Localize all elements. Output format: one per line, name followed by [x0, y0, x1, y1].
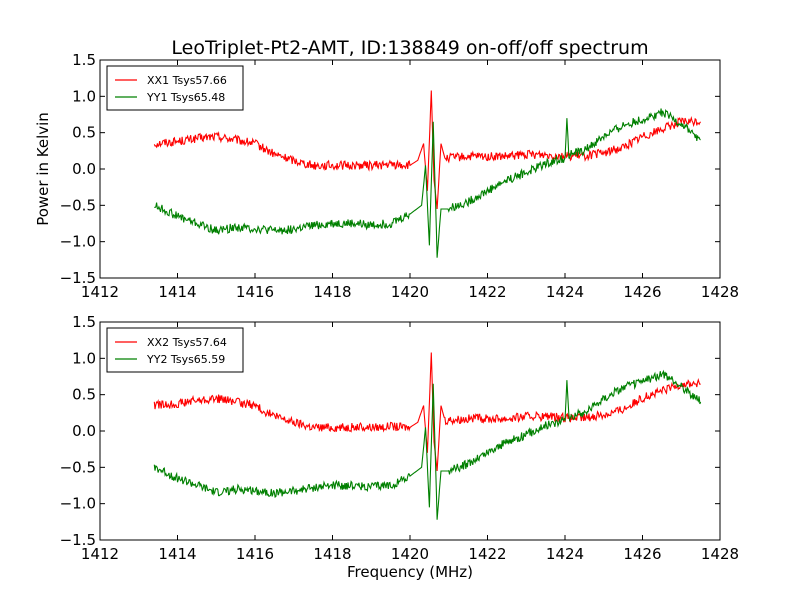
x-tick-label: 1416 [236, 545, 274, 563]
chart-bottom-legend: XX2 Tsys57.64 YY2 Tsys65.59 [106, 327, 244, 373]
x-tick-label: 1426 [623, 283, 661, 301]
chart-top-legend: XX1 Tsys57.66 YY1 Tsys65.48 [106, 65, 244, 111]
x-tick-label: 1416 [236, 283, 274, 301]
series-line [153, 352, 701, 472]
legend-label: XX2 Tsys57.64 [147, 336, 227, 349]
legend-box [106, 65, 244, 111]
chart-top-frame [99, 59, 721, 279]
chart-top-ticks: 1412 1414 1416 1418 1420 1422 1424 1426 1428 1.5 1… [60, 51, 740, 301]
chart-top: 1412 1414 1416 1418 1420 1422 1424 1426 1428 1.5 1… [34, 51, 739, 301]
y-tick-label: 1.0 [72, 87, 96, 105]
x-tick-label: 1422 [468, 545, 506, 563]
x-tick-label: 1418 [313, 545, 351, 563]
x-tick-label: 1412 [81, 283, 119, 301]
x-tick-label: 1420 [391, 545, 429, 563]
x-tick-label: 1426 [623, 545, 661, 563]
x-tick-label: 1428 [701, 545, 739, 563]
x-tick-label: 1424 [546, 545, 584, 563]
x-tick-label: 1414 [158, 283, 196, 301]
legend-label: YY2 Tsys65.59 [146, 353, 225, 366]
chart-top-ylabel: Power in Kelvin [34, 112, 52, 226]
y-tick-label: −0.5 [60, 196, 96, 214]
legend-label: XX1 Tsys57.66 [147, 74, 227, 87]
y-tick-label: 1.5 [72, 51, 96, 69]
y-tick-label: −1.5 [60, 531, 96, 549]
chart-bottom-xlabel: Frequency (MHz) [347, 563, 473, 581]
chart-bottom-frame [99, 321, 721, 541]
y-tick-label: 1.5 [72, 313, 96, 331]
y-tick-label: −1.5 [60, 269, 96, 287]
x-tick-label: 1424 [546, 283, 584, 301]
x-tick-label: 1418 [313, 283, 351, 301]
x-tick-label: 1428 [701, 283, 739, 301]
y-tick-label: 0.5 [72, 386, 96, 404]
y-tick-label: −1.0 [60, 233, 96, 251]
chart-bottom-marks [153, 352, 702, 520]
y-tick-label: 1.0 [72, 349, 96, 367]
y-tick-label: −1.0 [60, 495, 96, 513]
legend-box [106, 327, 244, 373]
chart-bottom: 1412 1414 1416 1418 1420 1422 1424 1426 1428 1.5 1… [60, 313, 740, 581]
figure-title: LeoTriplet-Pt2-AMT, ID:138849 on-off/off… [171, 37, 648, 59]
chart-top-marks [153, 90, 702, 258]
x-tick-label: 1422 [468, 283, 506, 301]
x-tick-label: 1412 [81, 545, 119, 563]
legend-label: YY1 Tsys65.48 [146, 91, 225, 104]
y-tick-label: 0.0 [72, 160, 96, 178]
series-line [154, 108, 701, 258]
y-tick-label: 0.5 [72, 124, 96, 142]
x-tick-label: 1414 [158, 545, 196, 563]
y-tick-label: 0.0 [72, 422, 96, 440]
series-line [153, 369, 702, 520]
y-tick-label: −0.5 [60, 458, 96, 476]
series-line [153, 90, 702, 210]
chart-bottom-ticks: 1412 1414 1416 1418 1420 1422 1424 1426 1428 1.5 1… [60, 313, 740, 563]
x-tick-label: 1420 [391, 283, 429, 301]
